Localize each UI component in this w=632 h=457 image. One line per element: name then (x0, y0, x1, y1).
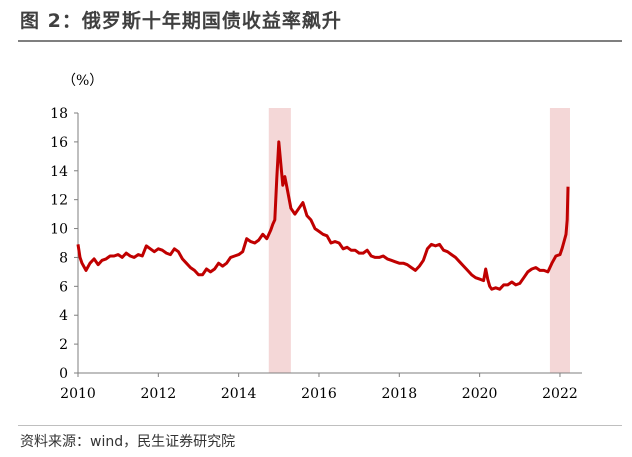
bottom-divider (18, 425, 622, 426)
y-tick-label: 8 (59, 250, 68, 266)
line-chart: 0 2 4 6 8 10 12 14 16 18 2010 2012 2014 2016 2018 2020 2… (50, 73, 582, 402)
y-tick-label: 2 (59, 337, 68, 353)
tick-labels: 0 2 4 6 8 10 12 14 16 18 2010 2012 2014 2016 2018 2020 2… (50, 106, 578, 402)
highlight-band-0 (268, 108, 291, 373)
y-tick-label: 14 (50, 164, 68, 180)
y-tick-label: 10 (50, 222, 68, 238)
x-tick-label: 2018 (381, 386, 417, 402)
x-tick-label: 2016 (301, 386, 337, 402)
y-tick-label: 6 (59, 279, 68, 295)
series-lines (76, 140, 570, 291)
x-tick-label: 2014 (221, 386, 257, 402)
y-tick-label: 4 (59, 308, 68, 324)
y-tick-label: 12 (50, 193, 68, 209)
y-axis-unit-label: （%） (62, 73, 103, 89)
x-tick-label: 2022 (542, 386, 578, 402)
y-tick-label: 18 (50, 106, 68, 122)
y-tick-label: 16 (50, 135, 68, 151)
x-tick-label: 2010 (60, 386, 96, 402)
source-note: 资料来源：wind，民生证券研究院 (20, 434, 236, 450)
highlight-band-1 (549, 108, 570, 373)
title-divider (18, 40, 622, 42)
highlight-bands (268, 108, 570, 373)
x-tick-label: 2020 (462, 386, 498, 402)
figure-title: 图 2：俄罗斯十年期国债收益率飙升 (20, 10, 342, 32)
series-line-0 (76, 140, 570, 291)
y-tick-label: 0 (59, 366, 68, 382)
x-tick-label: 2012 (141, 386, 177, 402)
chart-axes (77, 113, 582, 374)
